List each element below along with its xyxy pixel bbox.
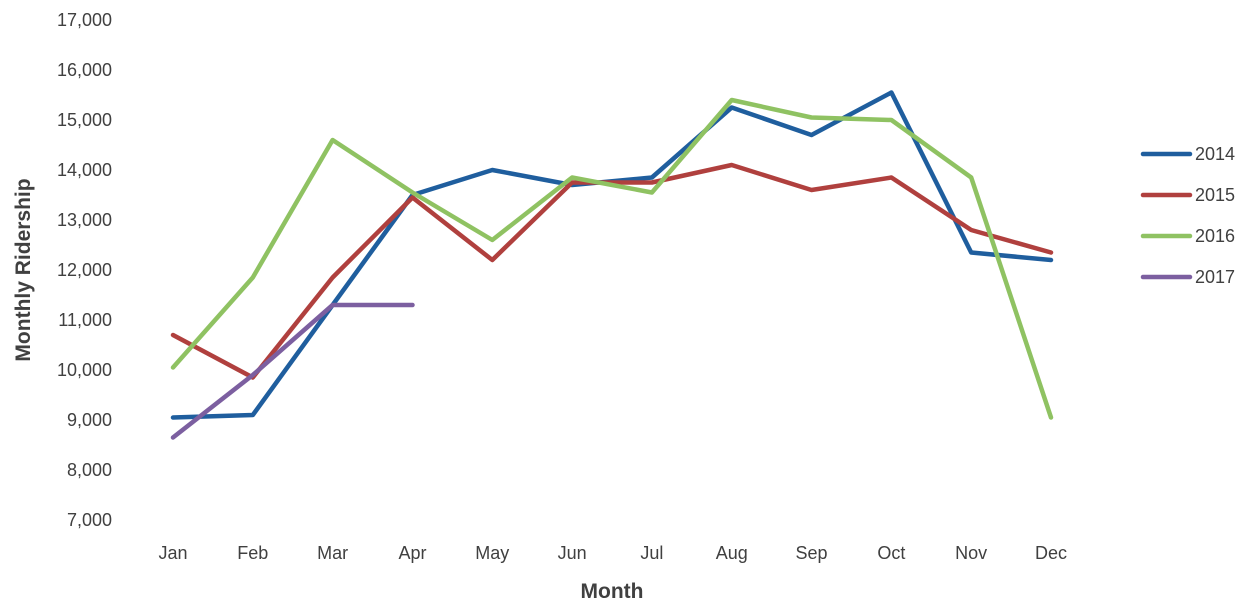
x-tick-label: Jan [158, 543, 187, 563]
legend-label: 2016 [1195, 226, 1235, 246]
x-tick-label: Sep [796, 543, 828, 563]
legend-label: 2014 [1195, 144, 1235, 164]
x-tick-label: Mar [317, 543, 348, 563]
y-axis-title: Monthly Ridership [12, 178, 35, 361]
x-tick-label: Jul [640, 543, 663, 563]
x-tick-label: Apr [398, 543, 426, 563]
legend-item-2014: 2014 [1140, 144, 1235, 164]
x-tick-label: Nov [955, 543, 987, 563]
plot-area [170, 90, 1054, 440]
x-tick-label: Jun [558, 543, 587, 563]
y-tick-label: 16,000 [57, 60, 112, 80]
y-tick-label: 8,000 [67, 460, 112, 480]
legend-label: 2015 [1195, 185, 1235, 205]
y-tick-label: 14,000 [57, 160, 112, 180]
x-tick-label: Feb [237, 543, 268, 563]
x-tick-label: Aug [716, 543, 748, 563]
x-tick-label: Dec [1035, 543, 1067, 563]
x-axis-tick-labels: Jan Feb Mar Apr May Jun Jul Aug Sep Oct Nov Dec [158, 543, 1067, 563]
legend-item-2016: 2016 [1140, 226, 1235, 246]
y-tick-label: 13,000 [57, 210, 112, 230]
y-tick-label: 17,000 [57, 10, 112, 30]
legend-item-2017: 2017 [1140, 267, 1235, 287]
x-axis-title: Month [581, 580, 644, 603]
y-axis-tick-labels: 7,000 8,000 9,000 10,000 11,000 12,000 13,000 1… [57, 10, 112, 530]
y-tick-label: 11,000 [58, 310, 112, 330]
series-line-2015 [170, 162, 1054, 380]
legend-item-2015: 2015 [1140, 185, 1235, 205]
legend-label: 2017 [1195, 267, 1235, 287]
series-line-2016 [170, 97, 1054, 420]
y-tick-label: 15,000 [57, 110, 112, 130]
series-line-2017 [170, 302, 415, 440]
x-tick-label: Oct [877, 543, 905, 563]
y-tick-label: 12,000 [57, 260, 112, 280]
x-tick-label: May [475, 543, 509, 563]
y-tick-label: 9,000 [67, 410, 112, 430]
legend: 2014 2015 2016 2017 [1140, 144, 1235, 287]
y-tick-label: 7,000 [67, 510, 112, 530]
y-tick-label: 10,000 [57, 360, 112, 380]
